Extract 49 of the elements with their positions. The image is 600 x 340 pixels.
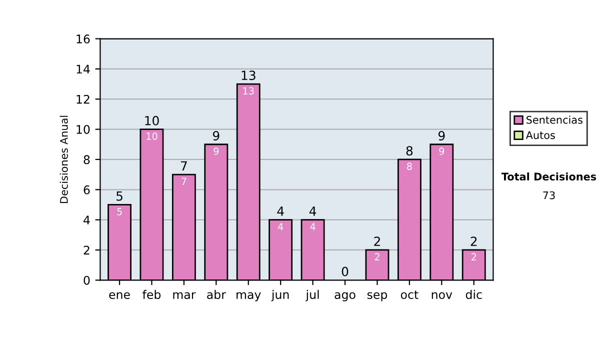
data-label: 2 xyxy=(374,253,380,260)
y-tick-label: 4 xyxy=(84,216,90,224)
data-label: 7 xyxy=(182,178,186,185)
x-tick-label: sep xyxy=(367,292,388,302)
x-tick-label: dic xyxy=(466,290,482,300)
total-label: 9 xyxy=(438,130,445,140)
total-label: 2 xyxy=(470,236,477,246)
x-tick-label: nov xyxy=(432,292,452,300)
x-tick-label: jul xyxy=(306,290,319,302)
data-label: 8 xyxy=(407,162,412,170)
total-label: 10 xyxy=(145,116,159,126)
data-label: 4 xyxy=(310,223,316,230)
y-tick-label: 8 xyxy=(84,155,90,164)
legend-label: Autos xyxy=(526,131,555,140)
y-tick-label: 6 xyxy=(84,185,90,194)
total-label: 13 xyxy=(242,70,256,80)
legend-label: Sentencias xyxy=(526,116,582,124)
total-label: 8 xyxy=(406,146,413,156)
y-tick-label: 10 xyxy=(76,125,90,134)
x-tick-label: jun xyxy=(271,290,289,302)
total-label: 0 xyxy=(342,266,348,276)
total-label: 9 xyxy=(212,130,220,140)
x-tick-label: oct xyxy=(400,290,418,300)
y-tick-label: 16 xyxy=(76,34,90,44)
total-label: 5 xyxy=(116,192,122,201)
data-label: 4 xyxy=(278,223,284,230)
data-label: 10 xyxy=(146,132,158,140)
y-tick-label: 2 xyxy=(84,246,90,254)
text: 73 xyxy=(543,191,555,200)
x-tick-label: mar xyxy=(173,292,196,300)
total-label: 7 xyxy=(181,161,187,170)
data-label: 2 xyxy=(471,253,476,260)
x-tick-label: may xyxy=(236,292,261,302)
y-axis-title: Decisiones Anual xyxy=(60,116,68,203)
x-tick-label: ene xyxy=(109,292,130,300)
data-label: 9 xyxy=(439,148,444,155)
data-label: 13 xyxy=(243,87,254,95)
total-label: 2 xyxy=(374,236,380,246)
y-tick-label: 0 xyxy=(84,276,90,285)
total-label: 4 xyxy=(277,206,284,216)
total-label: 4 xyxy=(309,206,316,216)
x-tick-label: ago xyxy=(334,292,356,302)
text: Total Decisiones xyxy=(501,172,596,180)
data-label: 9 xyxy=(214,148,219,155)
data-label: 5 xyxy=(117,208,122,216)
x-tick-label: abr xyxy=(207,290,226,300)
y-tick-label: 14 xyxy=(76,64,90,74)
y-tick-label: 12 xyxy=(76,94,90,104)
x-tick-label: feb xyxy=(142,290,161,300)
